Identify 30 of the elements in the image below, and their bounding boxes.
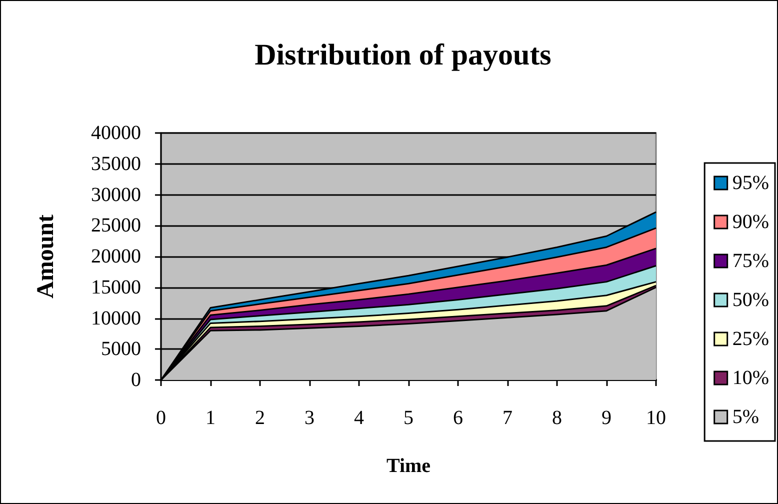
x-tick-label: 8: [552, 407, 562, 429]
x-tick-label: 4: [354, 407, 364, 429]
y-tick-label: 40000: [91, 122, 141, 144]
y-tick-label: 30000: [91, 184, 141, 206]
x-tick-label: 2: [255, 407, 265, 429]
x-tick-label: 7: [502, 407, 512, 429]
x-tick-label: 3: [304, 407, 314, 429]
y-tick-label: 5000: [101, 338, 141, 360]
x-tick-label: 1: [206, 407, 216, 429]
legend-label: 75%: [732, 250, 770, 272]
y-tick-label: 25000: [91, 214, 141, 237]
x-axis-title: Time: [386, 455, 431, 477]
legend-label: 25%: [732, 328, 770, 350]
x-tick-label: 6: [453, 407, 463, 429]
y-tick-label: 35000: [91, 152, 141, 175]
y-tick-label: 10000: [91, 307, 141, 330]
legend-label: 95%: [732, 172, 770, 194]
x-tick-label: 0: [156, 407, 166, 429]
x-tick-label: 10: [646, 407, 666, 429]
y-tick-label: 0: [131, 369, 141, 391]
x-tick-label: 9: [602, 407, 612, 429]
legend-label: 10%: [732, 367, 770, 389]
y-tick-label: 20000: [91, 246, 141, 268]
y-tick-label: 15000: [91, 276, 141, 298]
legend-label: 50%: [732, 289, 770, 311]
legend-label: 90%: [732, 211, 770, 233]
chart-title: Distribution of payouts: [254, 38, 552, 72]
legend-label: 5%: [732, 406, 760, 428]
x-tick-label: 5: [404, 407, 414, 429]
y-axis-title: Amount: [33, 214, 59, 299]
